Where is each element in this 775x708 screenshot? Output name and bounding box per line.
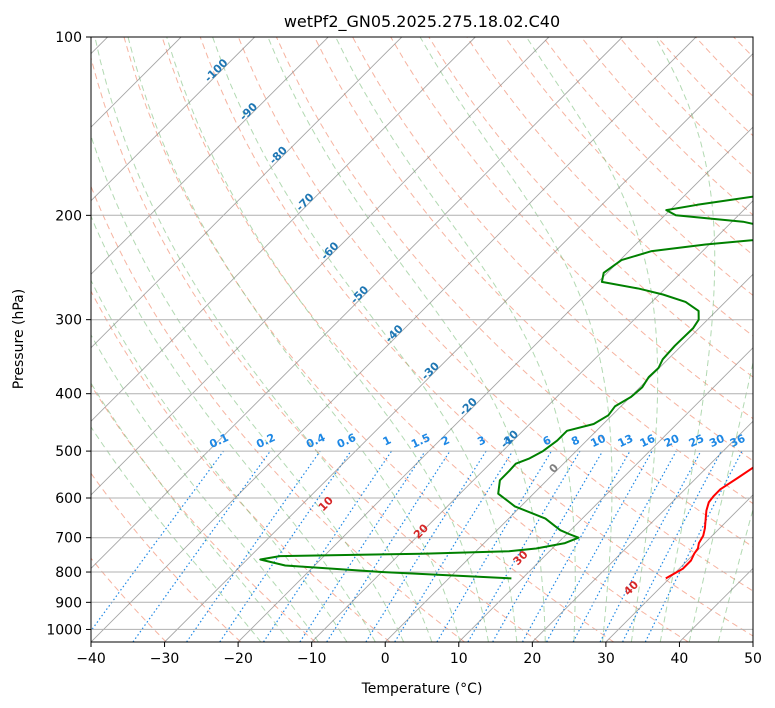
moist-adiabat-line bbox=[91, 214, 376, 642]
mixing-ratio-label: 25 bbox=[687, 432, 706, 450]
moist-adiabat-line bbox=[91, 134, 405, 642]
mixing-ratio-line bbox=[546, 450, 653, 642]
isotherm-line bbox=[91, 37, 550, 496]
isotherm-line bbox=[91, 37, 697, 642]
x-tick-label: 20 bbox=[523, 651, 541, 667]
mixing-ratio-line bbox=[91, 450, 224, 632]
dry-adiabat-line bbox=[275, 37, 753, 548]
dewpoint-line bbox=[259, 195, 753, 580]
y-tick-label: 1000 bbox=[46, 622, 82, 638]
dry-adiabat-line bbox=[123, 37, 614, 642]
mixing-ratio-label: 13 bbox=[616, 432, 635, 450]
isotherm-line bbox=[164, 52, 753, 642]
temperature-line bbox=[665, 466, 753, 580]
x-tick-label: 0 bbox=[381, 651, 390, 667]
chart-title: wetPf2_GN05.2025.275.18.02.C40 bbox=[284, 12, 560, 32]
isotherm-line bbox=[91, 37, 623, 570]
background-lines bbox=[91, 37, 753, 642]
dry-adiabat-line bbox=[91, 290, 391, 642]
moist-adiabat-line bbox=[654, 37, 716, 642]
dry-adiabat-line bbox=[466, 37, 753, 337]
isotherm-line bbox=[531, 420, 753, 642]
mixing-ratio-label: 16 bbox=[638, 432, 658, 450]
mixing-ratio-line bbox=[644, 450, 743, 642]
moist-adiabat-line bbox=[94, 37, 433, 642]
axis-ticks: −40 −30 −20 −10 0 10 20 30 40 50 100 200 300 400 500 60… bbox=[46, 30, 762, 667]
mixing-ratio-line bbox=[132, 450, 271, 642]
isotherm-line bbox=[237, 126, 753, 642]
mixing-ratio-line bbox=[521, 450, 631, 642]
isotherm-line bbox=[91, 37, 329, 275]
mixing-ratio-line bbox=[326, 450, 451, 642]
y-tick-label: 300 bbox=[55, 313, 82, 329]
x-tick-label: −20 bbox=[223, 651, 253, 667]
dry-adiabat-line bbox=[428, 37, 753, 378]
x-tick-label: −30 bbox=[150, 651, 180, 667]
x-tick-label: −10 bbox=[297, 651, 327, 667]
y-tick-label: 100 bbox=[55, 30, 82, 46]
isotherm-line bbox=[458, 347, 753, 642]
mixing-ratio-line bbox=[186, 450, 321, 642]
moist-adiabat-line bbox=[127, 37, 461, 642]
dry-adiabat-line bbox=[314, 37, 753, 505]
moist-adiabat-line bbox=[91, 426, 262, 642]
y-tick-label: 800 bbox=[55, 565, 82, 581]
x-tick-label: 50 bbox=[744, 651, 762, 667]
dry-adiabat-line bbox=[161, 37, 689, 642]
y-tick-label: 400 bbox=[55, 387, 82, 403]
mixing-ratio-line bbox=[219, 450, 352, 642]
mixing-ratio-line bbox=[262, 450, 392, 642]
mixing-ratio-line bbox=[299, 450, 426, 642]
isotherm-line bbox=[91, 37, 256, 202]
isotherm-line bbox=[91, 37, 403, 349]
isotherm-line bbox=[311, 200, 753, 642]
dry-adiabat-line bbox=[91, 472, 242, 642]
dry-adiabat-line bbox=[504, 37, 753, 296]
dry-adiabat-line bbox=[91, 384, 316, 642]
y-tick-label: 700 bbox=[55, 531, 82, 547]
sounding-lines bbox=[259, 195, 753, 580]
x-tick-label: 10 bbox=[450, 651, 468, 667]
moist-adiabat-line bbox=[688, 360, 753, 642]
mixing-ratio-label: 30 bbox=[707, 432, 727, 450]
moist-adiabat-line bbox=[525, 37, 659, 642]
plot-frame bbox=[90, 36, 754, 643]
dry-adiabat-line bbox=[91, 185, 465, 642]
mixing-ratio-label: 10 bbox=[589, 432, 609, 450]
dry-adiabat-line bbox=[91, 55, 540, 642]
x-tick-label: 40 bbox=[671, 651, 689, 667]
y-axis-label: Pressure (hPa) bbox=[11, 289, 27, 389]
y-tick-label: 600 bbox=[55, 491, 82, 507]
moist-adiabat-line bbox=[166, 37, 489, 642]
isotherm-line bbox=[91, 37, 476, 422]
moist-adiabat-line bbox=[419, 37, 613, 642]
mixing-ratio-label: 36 bbox=[728, 432, 748, 450]
dry-adiabat-line bbox=[352, 37, 753, 462]
moist-adiabat-line bbox=[91, 333, 319, 642]
x-tick-label: −40 bbox=[76, 651, 106, 667]
mixing-ratio-label: 20 bbox=[662, 432, 682, 450]
mixing-ratio-line bbox=[572, 450, 677, 642]
mixing-ratio-line bbox=[394, 450, 514, 642]
moist-adiabat-line bbox=[212, 37, 518, 642]
y-tick-label: 200 bbox=[55, 208, 82, 224]
moist-adiabat-line bbox=[267, 37, 546, 642]
isotherm-line bbox=[384, 273, 753, 642]
dry-adiabat-line bbox=[390, 37, 753, 420]
y-tick-label: 900 bbox=[55, 595, 82, 611]
x-axis-label: Temperature (°C) bbox=[361, 681, 483, 697]
dry-adiabat-line bbox=[237, 37, 753, 592]
y-tick-label: 500 bbox=[55, 444, 82, 460]
moist-adiabat-line bbox=[91, 382, 291, 642]
moist-adiabat-line bbox=[335, 37, 576, 642]
moist-adiabat-line bbox=[717, 507, 753, 642]
x-tick-label: 30 bbox=[597, 651, 615, 667]
isotherm-line bbox=[605, 494, 753, 642]
